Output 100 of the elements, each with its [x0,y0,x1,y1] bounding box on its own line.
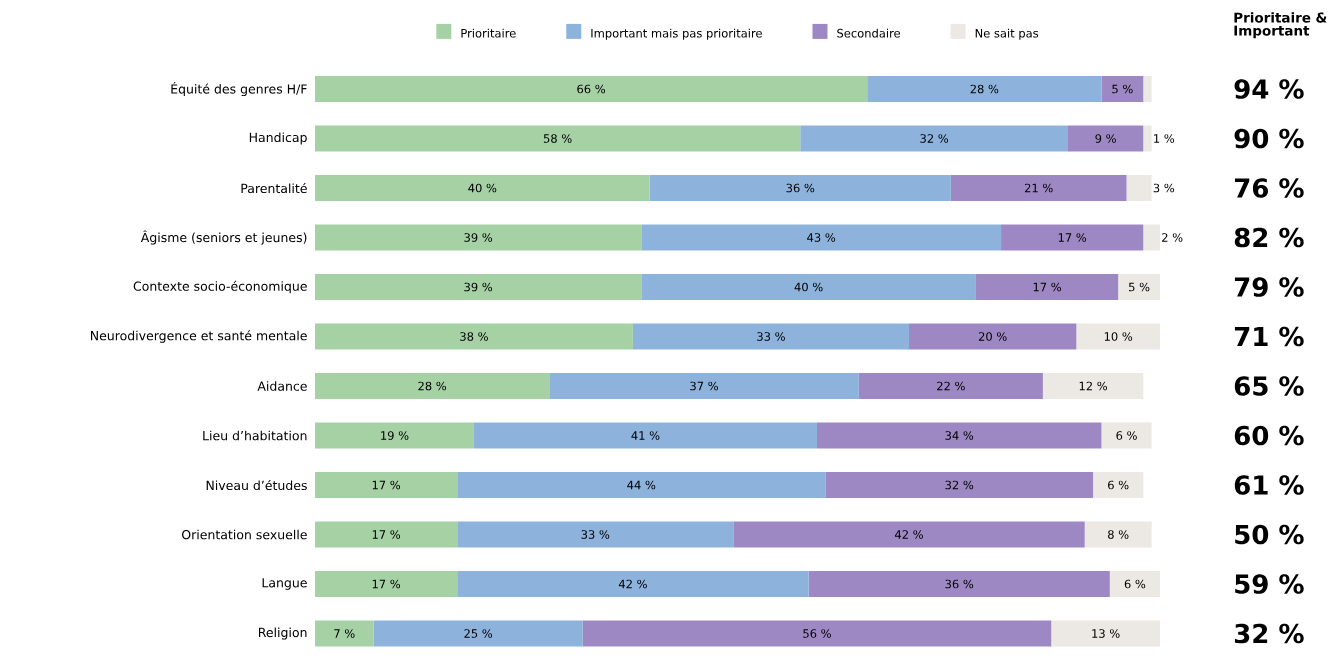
data-label: 28 % [970,84,999,94]
data-label: 66 % [577,84,606,94]
data-label: 40 % [468,183,497,193]
data-label: 17 % [1058,233,1087,242]
bar [1126,175,1152,201]
y-tick-label: Niveau d’études [206,479,307,491]
bar [909,323,1077,350]
y-tick-label: Langue [262,578,307,590]
data-label: 36 % [945,579,974,589]
data-label: 58 % [543,134,572,143]
y-tick-label: Religion [258,627,307,640]
bar [315,620,374,647]
bar [315,521,458,548]
bar [1143,76,1152,102]
data-label: 17 % [372,480,401,490]
text: 79 % [1234,277,1304,297]
data-label: 8 % [1108,530,1129,539]
data-label: 33 % [757,332,785,341]
bar [1051,620,1161,647]
data-label: 42 % [618,579,647,589]
bar [315,422,474,449]
data-label: 33 % [581,530,610,539]
data-label: 32 % [920,134,949,143]
data-label: 56 % [803,629,831,638]
text: 65 % [1234,376,1304,396]
data-label: 9 % [1095,134,1116,143]
data-label: 5 % [1112,84,1133,94]
bar [1076,323,1161,350]
data-label: 6 % [1124,579,1146,589]
text: 32 % [1234,623,1304,644]
data-label: 32 % [945,480,974,490]
bar [867,76,1102,102]
bar [457,521,734,548]
y-tick-label: Âgisme (seniors et jeunes) [140,230,307,245]
legend-label: Prioritaire [461,28,516,38]
data-label: 20 % [978,332,1007,341]
bar [733,521,1085,548]
data-label: 6 % [1108,480,1129,490]
data-label: 25 % [464,629,493,638]
data-label: 36 % [786,183,815,193]
bar [641,224,1002,251]
text: 50 % [1235,524,1304,545]
bar [1001,224,1144,251]
bar [315,472,458,498]
text: 76 % [1234,178,1304,198]
bar [975,274,1119,300]
text: 71 % [1234,326,1304,347]
y-tick-label: Neurodivergence et santé mentale [91,330,307,343]
bar [1109,571,1161,598]
legend-label: Ne sait pas [975,28,1039,40]
bar [1101,76,1144,102]
data-label: 34 % [945,431,974,440]
data-label: 12 % [1079,381,1108,391]
y-tick-label: Lieu d’habitation [203,430,307,441]
bar [315,571,458,598]
data-label: 40 % [794,282,823,292]
bar [1084,521,1152,548]
text: 60 % [1234,425,1304,446]
bar [825,472,1094,498]
bar [315,125,801,152]
y-tick-label: Aidance [257,381,307,391]
y-tick-label: Contexte socio-économique [133,280,307,294]
data-label: 44 % [627,480,656,490]
text: Prioritaire & Important [1234,12,1327,39]
bar [373,620,583,647]
bar [1143,125,1152,152]
text: 82 % [1234,227,1304,248]
data-label: 13 % [1092,629,1120,638]
y-tick-label: Orientation sexuelle [182,529,307,540]
bar [808,571,1110,598]
text: 59 % [1235,574,1304,594]
data-label: 38 % [460,332,488,341]
bar [641,274,976,300]
data-label: 39 % [464,233,493,242]
text: 61 % [1234,475,1304,495]
bar [315,224,642,251]
bar [315,76,868,102]
bar [457,571,809,598]
data-label: 19 % [381,431,409,440]
bar [582,620,1052,647]
text: 90 % [1234,128,1304,149]
y-tick-label: Handicap [249,132,307,145]
data-label: 1 % [1154,134,1175,143]
text: 94 % [1234,79,1304,99]
legend-label: Secondaire [837,28,901,38]
data-label: 39 % [464,282,493,292]
bar [800,125,1068,152]
data-label: 6 % [1116,431,1137,440]
bar [315,373,550,399]
data-label: 10 % [1104,332,1133,341]
data-label: 17 % [372,579,401,589]
y-tick-label: Parentalité [241,182,307,194]
data-label: 21 % [1024,183,1053,193]
data-label: 41 % [631,431,660,440]
data-label: 17 % [1033,282,1062,292]
bar [649,175,951,201]
bar [1101,422,1152,449]
bar [473,422,817,449]
bar [315,175,650,201]
data-label: 7 % [334,629,355,638]
